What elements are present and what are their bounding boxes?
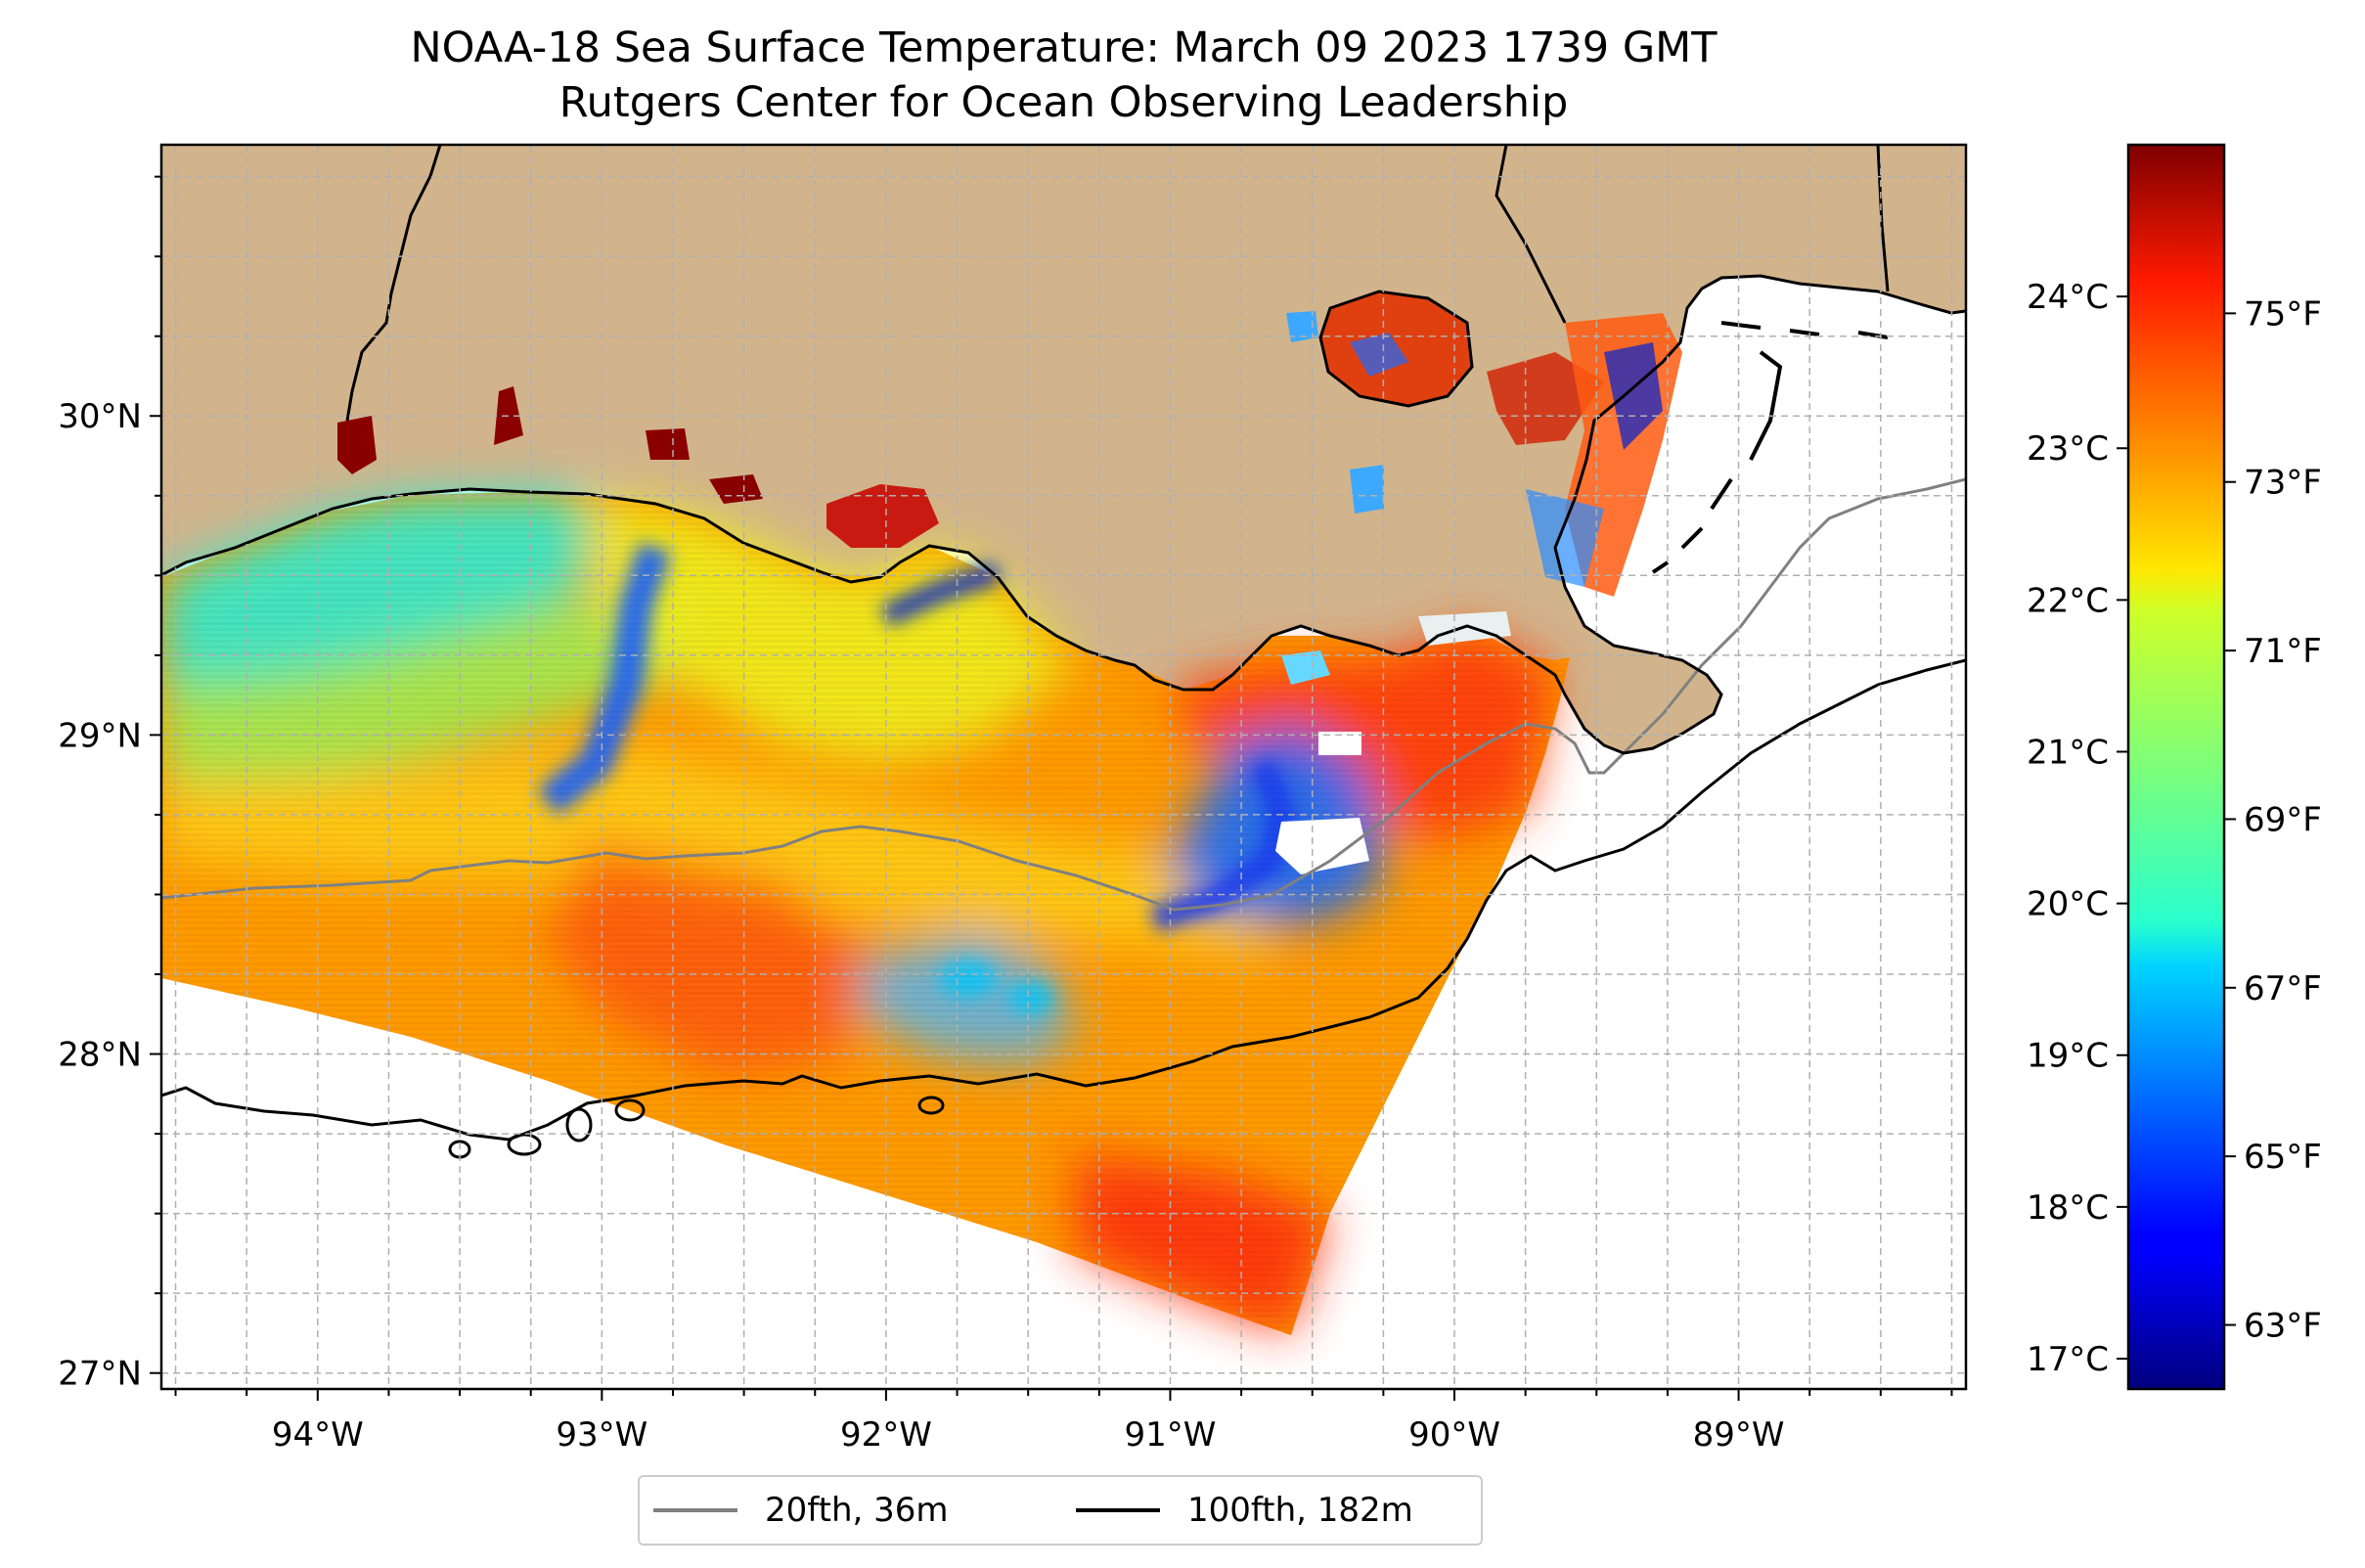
lat-tick-label: 30°N [58, 397, 142, 436]
depth-contour-100fth [161, 658, 1966, 1159]
river-west [345, 145, 442, 422]
colorbar-celsius-label: 22°C [2027, 581, 2109, 620]
lon-tick-label: 94°W [272, 1415, 364, 1455]
legend-item-20fth: 20fth, 36m [653, 1477, 949, 1544]
marsh-cool-patch [1526, 489, 1604, 587]
lat-tick-label: 28°N [58, 1036, 142, 1075]
map-subtitle: Rutgers Center for Ocean Observing Leade… [558, 78, 1569, 127]
colorbar-fahrenheit-label: 73°F [2244, 464, 2322, 503]
lon-tick-label: 93°W [556, 1415, 647, 1455]
sst-cloud-mask-2 [1275, 818, 1369, 874]
colorbar-celsius-label: 18°C [2027, 1188, 2109, 1228]
map-frame [159, 143, 1968, 1391]
legend: 20fth, 36m 100fth, 182m [638, 1475, 1483, 1546]
legend-item-100fth: 100fth, 182m [1076, 1477, 1413, 1544]
gridlines [161, 145, 1966, 1389]
colorbar-fahrenheit-axis: 63°F 65°F 67°F 69°F 71°F 73°F 75°F [2224, 294, 2322, 1346]
colorbar-celsius-label: 20°C [2027, 885, 2109, 924]
inland-lake-4-sst [1286, 311, 1318, 342]
bay-cloud-mask [1418, 611, 1511, 646]
lon-tick-label: 92°W [840, 1415, 932, 1455]
state-border [1876, 145, 1890, 292]
legend-label-100fth: 100fth, 182m [1187, 1491, 1413, 1530]
legend-label-20fth: 20fth, 36m [765, 1491, 949, 1530]
colorbar-celsius-axis: 17°C 18°C 19°C 20°C 21°C 22°C 23°C 24°C [2027, 278, 2128, 1379]
colorbar-fahrenheit-label: 65°F [2244, 1138, 2322, 1177]
colorbar-fahrenheit-label: 75°F [2244, 294, 2322, 334]
colorbar-fahrenheit-label: 71°F [2244, 632, 2322, 671]
colorbar [2126, 143, 2226, 1391]
sst-swath-texture [161, 492, 1570, 1335]
colorbar-fahrenheit-label: 63°F [2244, 1307, 2322, 1346]
longitude-axis: 94°W 93°W 92°W 91°W 90°W 89°W [174, 1389, 1953, 1455]
lat-tick-label: 29°N [58, 716, 142, 755]
sst-cloud-mask-1 [1318, 732, 1361, 755]
land-louisiana [161, 145, 1966, 753]
barataria-sst [1281, 650, 1330, 685]
colorbar-celsius-label: 21°C [2027, 733, 2109, 772]
depth-contour-20fth [161, 477, 1966, 912]
chandeleur-islands [1651, 321, 1889, 574]
legend-swatch-20fth [653, 1508, 737, 1512]
sst-swath [161, 492, 1570, 1335]
colorbar-celsius-label: 19°C [2027, 1037, 2109, 1076]
colorbar-celsius-label: 23°C [2027, 429, 2109, 469]
sound-cold-patch [1604, 342, 1663, 450]
lon-tick-label: 90°W [1408, 1415, 1500, 1455]
colorbar-celsius-label: 24°C [2027, 278, 2109, 317]
inland-lake-5-sst [1350, 465, 1384, 514]
lon-tick-label: 91°W [1125, 1415, 1217, 1455]
colorbar-fahrenheit-label: 69°F [2244, 800, 2322, 839]
latitude-axis: 27°N 28°N 29°N 30°N [58, 175, 161, 1394]
lat-tick-label: 27°N [58, 1355, 142, 1394]
vermilion-bay-sst [826, 484, 939, 548]
colorbar-celsius-label: 17°C [2027, 1340, 2109, 1379]
lake-cool-patch [1350, 333, 1408, 377]
lon-tick-label: 89°W [1693, 1415, 1785, 1455]
colorbar-fahrenheit-label: 67°F [2244, 969, 2322, 1008]
inland-lake-2-sst [646, 428, 690, 460]
legend-swatch-100fth [1076, 1508, 1160, 1512]
map-title: NOAA-18 Sea Surface Temperature: March 0… [410, 23, 1718, 72]
calcasieu-lake-sst [337, 416, 377, 474]
coastline [161, 274, 1966, 755]
